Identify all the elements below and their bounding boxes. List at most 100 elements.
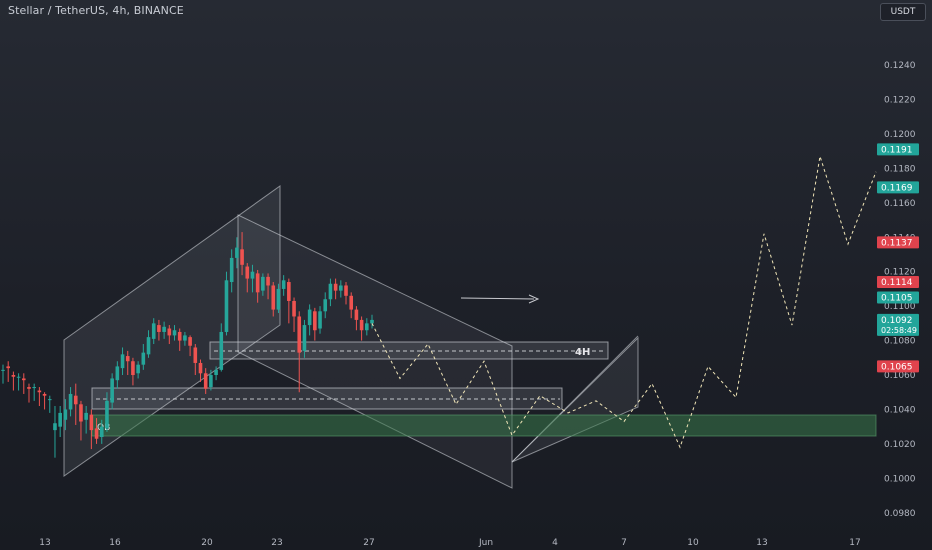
candle-body: [177, 331, 182, 341]
candle-body: [32, 387, 36, 389]
candle-body: [141, 352, 146, 365]
y-tick-label: 0.1180: [884, 164, 916, 174]
candle-body: [255, 273, 260, 293]
candle-body: [198, 362, 203, 374]
price-label-box: [877, 276, 919, 289]
y-tick-label: 0.1100: [884, 302, 916, 312]
price-label: 0.1169: [881, 183, 913, 193]
candle-body: [68, 393, 73, 410]
chart-title: Stellar / TetherUS, 4h, BINANCE: [8, 4, 184, 17]
price-label-box: [877, 236, 919, 249]
candle-body: [167, 328, 172, 336]
y-tick-label: 0.1240: [884, 61, 916, 71]
candle-body: [313, 311, 317, 331]
price-label: 0.1105: [881, 294, 913, 304]
arrow-head: [528, 294, 540, 304]
candle-body: [302, 325, 307, 351]
y-tick-label: 0.1060: [884, 371, 916, 381]
candle-body: [27, 387, 31, 389]
candle-body: [1, 369, 5, 371]
candle-body: [318, 311, 322, 329]
candle-body: [125, 356, 130, 362]
candle-body: [354, 309, 359, 320]
candle-body: [292, 300, 296, 317]
candle-body: [349, 295, 354, 310]
zone-ob-label: OB: [97, 423, 110, 433]
candle-body: [209, 375, 213, 388]
price-label-box: [877, 313, 919, 336]
candle-body: [333, 283, 338, 291]
y-tick-label: 0.1040: [884, 405, 916, 415]
candle-body: [146, 337, 151, 355]
candle-body: [131, 361, 135, 376]
drawing-layer: 4H OB: [63, 185, 877, 489]
candle-body: [266, 276, 270, 286]
price-label: 0.1191: [881, 145, 913, 155]
candle-body: [287, 282, 291, 301]
y-tick-label: 0.1000: [884, 474, 916, 484]
candle-body: [250, 271, 255, 279]
candle-body: [323, 299, 328, 312]
candle-body: [219, 331, 224, 370]
currency-button[interactable]: USDT: [880, 3, 926, 21]
y-tick-label: 0.1200: [884, 130, 916, 140]
candle-body: [37, 390, 42, 393]
x-tick-label: 7: [621, 538, 627, 548]
candle-body: [172, 330, 177, 336]
candle-body: [240, 249, 244, 265]
candle-body: [203, 373, 208, 389]
axes-layer: 0.12400.12200.12000.11800.11600.11400.11…: [39, 61, 919, 548]
candle-body: [188, 337, 192, 346]
candle-body: [21, 378, 26, 381]
x-tick-label: Jun: [478, 538, 493, 548]
x-tick-label: 27: [363, 538, 374, 548]
candle-body: [359, 319, 364, 331]
candle-body: [105, 400, 109, 429]
x-tick-label: 23: [271, 538, 282, 548]
y-tick-label: 0.1220: [884, 95, 916, 105]
candle-body: [339, 285, 343, 291]
candle-body: [328, 283, 333, 300]
candle-body: [276, 288, 281, 310]
candle-body: [261, 276, 265, 291]
candle-body: [94, 428, 99, 439]
candle-body: [297, 316, 302, 353]
candle-body: [120, 354, 125, 369]
candle-body: [224, 280, 229, 332]
candle-body: [235, 247, 239, 258]
price-label-box: [877, 181, 919, 194]
candles-layer: [1, 232, 374, 458]
price-label: 0.1092: [881, 316, 913, 326]
price-label-box: [877, 143, 919, 156]
y-tick-label: 0.1020: [884, 440, 916, 450]
candle-body: [6, 366, 10, 369]
candle-body: [162, 326, 166, 332]
projection-path: [371, 156, 877, 449]
rising-channel: [63, 185, 281, 477]
candle-body: [99, 426, 104, 438]
candle-body: [73, 395, 78, 405]
candle-body: [136, 364, 140, 374]
x-tick-label: 4: [552, 538, 558, 548]
candle-body: [151, 323, 156, 339]
candle-body: [47, 399, 52, 401]
candle-body: [281, 280, 286, 289]
zone-ob: [91, 414, 877, 437]
candle-body: [11, 375, 16, 377]
price-label: 0.1137: [881, 238, 913, 248]
candle-body: [115, 366, 120, 381]
price-label-box: [877, 291, 919, 304]
lower-channel-top-line: [511, 335, 639, 463]
x-tick-label: 20: [201, 538, 213, 548]
x-tick-label: 13: [39, 538, 50, 548]
y-tick-label: 0.0980: [884, 509, 916, 519]
candle-body: [84, 412, 88, 420]
zone-4h: [209, 341, 609, 360]
candle-body: [63, 409, 68, 420]
arrow-line: [460, 297, 535, 300]
price-label-box: [877, 360, 919, 373]
candle-body: [89, 414, 94, 431]
zone-4h-label: 4H: [575, 347, 590, 358]
